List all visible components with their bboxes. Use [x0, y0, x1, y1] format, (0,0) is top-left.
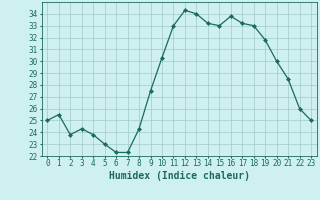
X-axis label: Humidex (Indice chaleur): Humidex (Indice chaleur) [109, 171, 250, 181]
